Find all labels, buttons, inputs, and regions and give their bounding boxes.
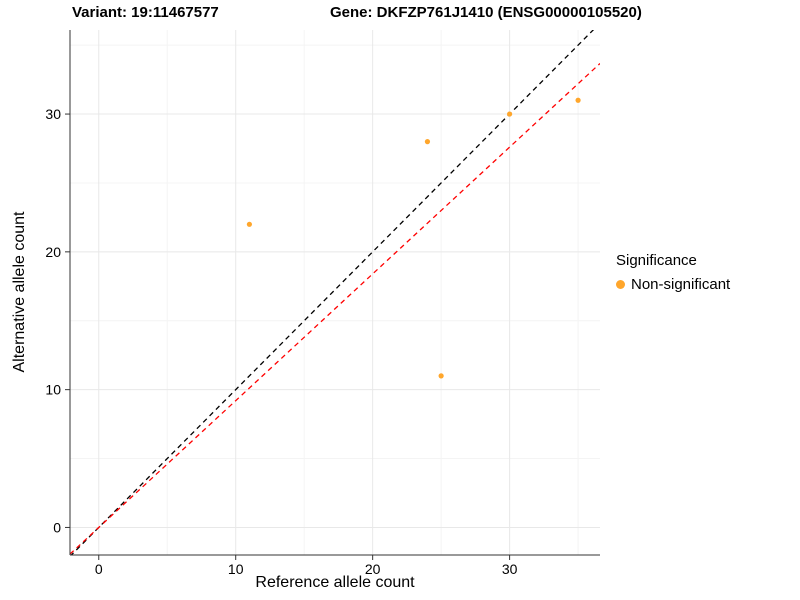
x-tick-label: 0	[95, 561, 103, 577]
legend-title: Significance	[616, 252, 697, 269]
legend-entry-label: Non-significant	[631, 276, 731, 293]
data-point	[438, 373, 444, 379]
x-tick-label: 30	[502, 561, 518, 577]
y-tick-label: 30	[45, 106, 61, 122]
y-tick-label: 20	[45, 244, 61, 260]
x-axis-label: Reference allele count	[255, 574, 415, 591]
legend-point-icon	[616, 280, 625, 289]
x-tick-label: 10	[228, 561, 244, 577]
variant-title: Variant: 19:11467577	[72, 4, 219, 21]
x-tick-label: 20	[365, 561, 381, 577]
y-axis-label: Alternative allele count	[11, 211, 28, 373]
data-point	[507, 111, 513, 117]
y-tick-label: 10	[45, 382, 61, 398]
gene-title: Gene: DKFZP761J1410 (ENSG00000105520)	[330, 4, 642, 21]
y-tick-label: 0	[53, 519, 61, 535]
data-point	[246, 221, 253, 227]
fit-line	[70, 62, 600, 555]
legend: Significance Non-significant	[616, 252, 730, 293]
identity-line	[70, 30, 595, 555]
data-point	[424, 139, 431, 145]
data-point	[575, 97, 581, 103]
legend-entry: Non-significant	[616, 276, 730, 293]
